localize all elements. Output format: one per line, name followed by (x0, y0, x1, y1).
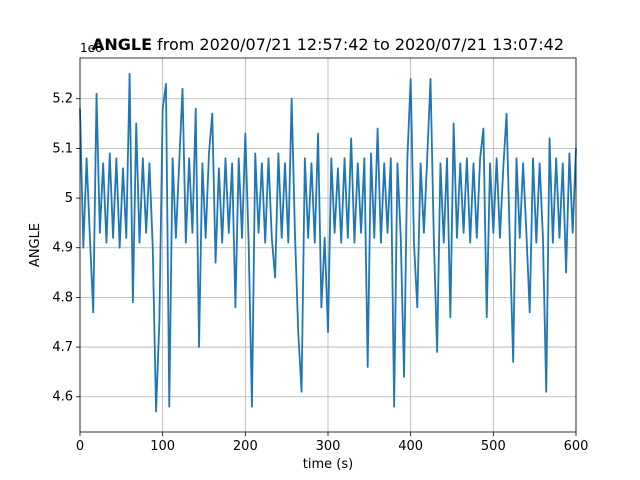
x-tick-label: 0 (76, 439, 84, 454)
y-tick-label: 5 (65, 191, 73, 206)
series-line (79, 72, 577, 413)
x-tick-label: 300 (316, 439, 341, 454)
x-tick-label: 500 (481, 439, 506, 454)
y-tick-label: 4.7 (52, 340, 73, 355)
title-variable: ANGLE (92, 35, 152, 54)
y-tick-label: 4.8 (52, 290, 73, 305)
y-axis-label: ANGLE (28, 223, 43, 267)
y-tick-label: 4.6 (52, 390, 73, 405)
chart-title: ANGLE from 2020/07/21 12:57:42 to 2020/0… (92, 35, 564, 54)
x-axis-label: time (s) (303, 457, 353, 472)
y-tick-label: 4.9 (52, 241, 73, 256)
title-text: from 2020/07/21 12:57:42 to 2020/07/21 1… (157, 35, 564, 54)
y-tick-label: 5.2 (52, 92, 73, 107)
x-tick-label: 100 (150, 439, 175, 454)
plot-frame (79, 57, 577, 433)
x-tick-label: 400 (398, 439, 423, 454)
x-tick-label: 600 (564, 439, 589, 454)
y-tick-label: 5.1 (52, 141, 73, 156)
offset-label: 1e6 (80, 41, 103, 55)
x-tick-label: 200 (233, 439, 258, 454)
